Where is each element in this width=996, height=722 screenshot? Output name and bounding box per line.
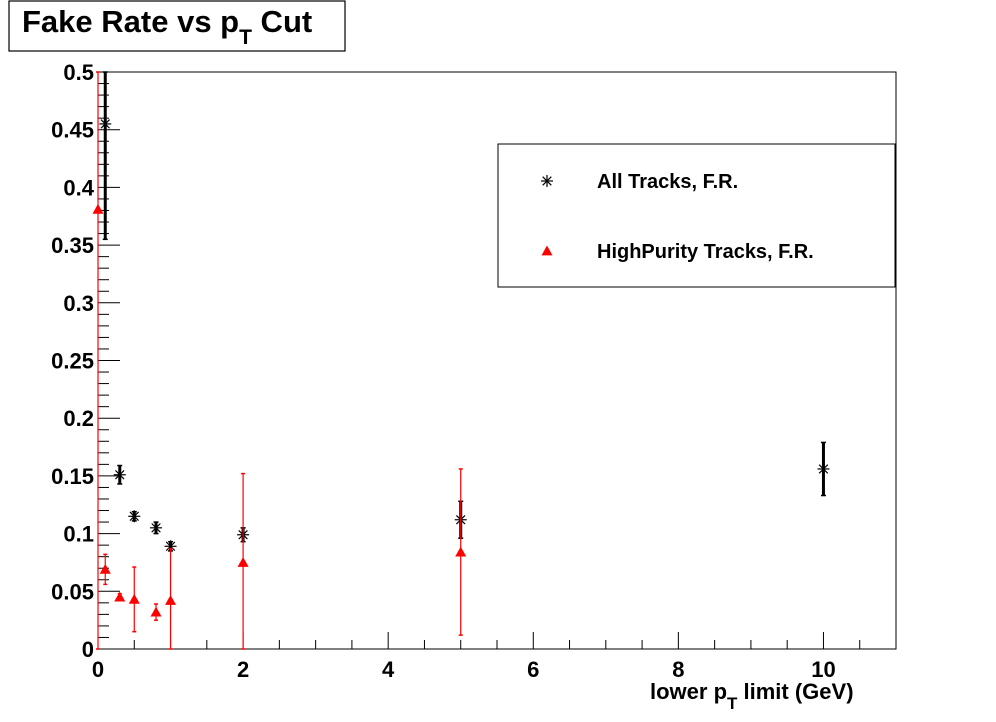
x-tick-label: 8	[672, 657, 684, 682]
title-box: Fake Rate vs pT Cut	[8, 0, 346, 52]
y-tick-label: 0.15	[51, 464, 94, 489]
legend: All Tracks, F.R. HighPurity Tracks, F.R.	[497, 143, 896, 288]
legend-entry: All Tracks, F.R.	[541, 171, 738, 193]
y-tick-label: 0.5	[63, 60, 94, 85]
highpurity-point	[99, 553, 111, 586]
y-tick-label: 0.1	[63, 522, 94, 547]
chart-title: Fake Rate vs pT Cut	[22, 4, 312, 49]
legend-label: All Tracks, F.R.	[597, 171, 738, 193]
x-tick-label: 2	[237, 657, 249, 682]
y-tick-label: 0.35	[51, 233, 94, 258]
legend-label: HighPurity Tracks, F.R.	[597, 241, 814, 263]
star-marker-stroke	[542, 176, 552, 186]
star-marker-stroke	[151, 523, 161, 533]
legend-box	[497, 143, 896, 288]
highpurity-point	[165, 547, 177, 650]
all-tracks-point	[128, 510, 141, 523]
data-marks	[92, 71, 830, 650]
x-tick-label: 6	[527, 657, 539, 682]
triangle-marker	[165, 595, 177, 605]
triangle-marker	[99, 563, 111, 574]
highpurity-point	[455, 468, 467, 636]
triangle-marker	[541, 245, 553, 256]
y-tick-label: 0.45	[51, 118, 94, 143]
y-tick-label: 0.25	[51, 349, 94, 374]
y-tick-label: 0.4	[63, 175, 94, 200]
star-marker-stroke	[100, 119, 110, 129]
highpurity-point	[150, 603, 162, 621]
x-tick-label: 10	[811, 657, 835, 682]
highpurity-point	[92, 71, 104, 650]
y-tick-label: 0.05	[51, 579, 94, 604]
legend-entry: HighPurity Tracks, F.R.	[541, 241, 814, 263]
all-tracks-point	[150, 521, 163, 535]
highpurity-point	[128, 566, 140, 633]
all-tracks-point	[99, 71, 112, 241]
star-marker-stroke	[165, 541, 176, 552]
x-tick-label: 0	[92, 657, 104, 682]
star-marker-stroke	[129, 511, 140, 522]
title-frame	[8, 0, 346, 52]
x-axis-label: lower pT limit (GeV)	[650, 679, 854, 713]
all-tracks-point	[113, 464, 126, 485]
triangle-marker	[455, 546, 467, 557]
y-tick-label: 0	[82, 637, 94, 662]
all-tracks-point	[817, 441, 830, 497]
x-tick-label: 4	[382, 657, 395, 682]
triangle-marker	[92, 203, 104, 214]
star-marker-stroke	[818, 464, 829, 474]
triangle-marker	[114, 591, 126, 602]
y-tick-label: 0.3	[63, 291, 94, 316]
triangle-marker	[237, 556, 249, 567]
triangle-marker	[150, 606, 162, 617]
star-marker-stroke	[115, 470, 125, 480]
highpurity-point	[237, 472, 249, 650]
y-tick-label: 0.2	[63, 406, 94, 431]
triangle-marker	[128, 593, 140, 604]
axes: 0 0.05 0.1 0.15 0.2 0.25 0.3 0.35 0.4 0.45 0.5 0 2 4 6…	[51, 60, 897, 682]
highpurity-point	[114, 591, 126, 602]
